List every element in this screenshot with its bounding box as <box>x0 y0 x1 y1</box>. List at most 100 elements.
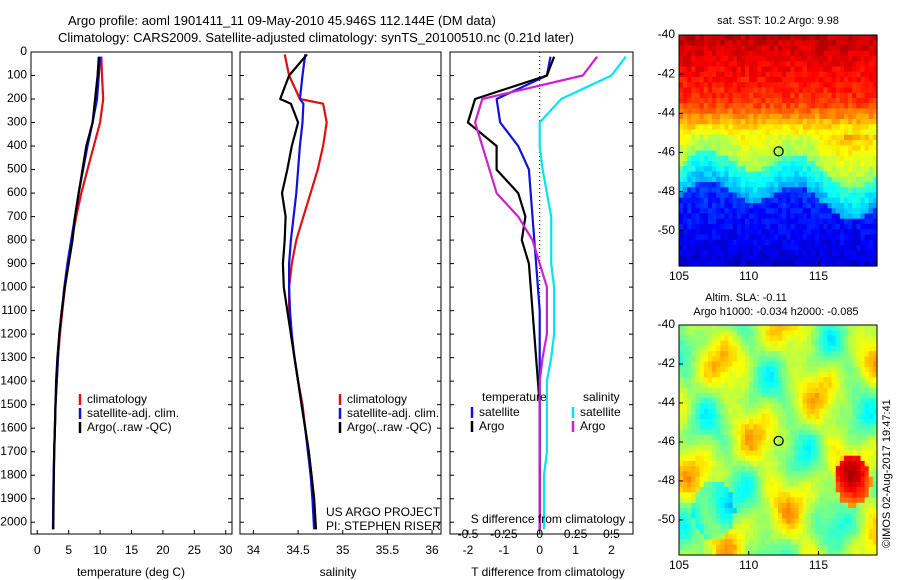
sla_map-cell <box>835 382 841 389</box>
sla_map-cell <box>819 330 824 337</box>
sla_map-cell <box>835 345 841 352</box>
sst_map-cell <box>864 197 870 204</box>
sla_map-cell <box>827 403 833 410</box>
sst_map-cell <box>778 56 783 62</box>
sst-map-title: sat. SST: 10.2 Argo: 9.98 <box>717 15 839 27</box>
sla_map-cell <box>848 387 853 394</box>
sla_map-cell <box>864 440 870 446</box>
sla_map-cell <box>798 507 804 514</box>
sst_map-cell <box>745 113 750 120</box>
sla_map-cell <box>728 534 734 540</box>
sla_map-cell <box>720 450 725 457</box>
sst_map-cell <box>703 56 709 62</box>
sla_map-cell <box>716 351 721 357</box>
sla_map-cell <box>757 440 763 446</box>
sla_map-cell <box>720 445 725 452</box>
sst_map-cell <box>868 103 874 110</box>
sst_map-cell <box>703 255 709 262</box>
sst_map-cell <box>794 113 800 120</box>
sst_map-cell <box>852 250 857 257</box>
sst_map-cell <box>745 77 750 83</box>
sst_map-cell <box>839 66 845 73</box>
sla_map-cell <box>699 450 705 457</box>
sst_map-cell <box>860 77 866 83</box>
sst_map-cell <box>695 119 701 125</box>
sla_map-cell <box>786 487 791 493</box>
sla_map-cell <box>699 356 705 363</box>
sst_map-cell <box>720 224 725 230</box>
sla_map-cell <box>707 356 713 363</box>
sla_map-cell <box>679 549 684 556</box>
sst_map-cell <box>716 61 721 68</box>
sla_map-cell <box>806 487 812 493</box>
sla_map-cell <box>695 502 701 509</box>
sst_map-cell <box>753 92 758 99</box>
sla_map-cell <box>823 513 829 520</box>
sst_map-cell <box>691 119 697 125</box>
sst_map-cell <box>811 234 816 241</box>
sst_map-cell <box>761 92 767 99</box>
sla_map-cell <box>724 351 730 357</box>
sla_map-cell <box>844 481 849 488</box>
sla_map-cell <box>790 460 796 467</box>
sla_map-cell <box>802 539 808 546</box>
sst_map-cell <box>823 182 829 188</box>
sst_map-cell <box>815 140 820 146</box>
sla_map-cell <box>691 528 697 535</box>
sst_map-cell <box>868 124 874 131</box>
sst_map-cell <box>806 45 812 52</box>
sst_map-cell <box>724 129 730 136</box>
sst_map-cell <box>831 150 837 157</box>
sst_map-cell <box>827 87 833 94</box>
sst_map-cell <box>868 140 874 146</box>
sla_map-cell <box>765 539 771 546</box>
sst_map-cell <box>790 134 796 141</box>
sst_map-cell <box>860 56 866 62</box>
sst_map-cell <box>761 245 767 251</box>
sla_map-cell <box>856 513 862 520</box>
sst_map-cell <box>839 113 845 120</box>
sst_map-cell <box>839 245 845 251</box>
sla_map-cell <box>740 335 746 342</box>
sla_map-cell <box>749 330 754 337</box>
sst_map-cell <box>848 77 853 83</box>
sla_map-cell <box>798 382 804 389</box>
sst_map-cell <box>761 82 767 89</box>
sst_map-cell <box>753 71 758 78</box>
sst_map-cell <box>745 45 750 52</box>
sla_map-cell <box>782 330 787 337</box>
sst_map-cell <box>835 40 841 47</box>
sla_map-cell <box>823 434 829 441</box>
sla_map-cell <box>703 523 709 530</box>
sst_map-cell <box>811 103 816 110</box>
sla_map-cell <box>844 382 849 389</box>
sla_map-cell <box>740 392 746 399</box>
sst_map-cell <box>848 187 853 194</box>
sla_map-cell <box>811 502 816 509</box>
sla_map-cell <box>695 513 701 520</box>
sla_map-cell <box>716 476 721 483</box>
sla_map-cell <box>811 434 816 441</box>
sla_map-cell <box>691 408 697 415</box>
difference-sticks-label: 0.5 <box>603 527 620 541</box>
sla_map-cell <box>761 513 767 520</box>
sla_map-cell <box>786 382 791 389</box>
sla_map-cell <box>864 513 870 520</box>
sst_map-cell <box>736 108 742 115</box>
sst_map-cell <box>794 77 800 83</box>
sla_map-cell <box>856 382 862 389</box>
sst_map-cell <box>683 92 688 99</box>
sst_map-cell <box>794 260 800 267</box>
temperature-ytick-label: 1900 <box>0 491 27 505</box>
sst_map-cell <box>707 77 713 83</box>
sst_map-cell <box>844 187 849 194</box>
sla_map-cell <box>815 534 820 540</box>
sla_map-cell <box>835 549 841 556</box>
sla_map-cell <box>856 351 862 357</box>
sst_map-cell <box>712 150 717 157</box>
sla_map-cell <box>790 330 796 337</box>
sst_map-cell <box>765 197 771 204</box>
sla_map-cell <box>753 403 758 410</box>
sla_map-cell <box>773 419 779 425</box>
sst_map-cell <box>724 82 730 89</box>
